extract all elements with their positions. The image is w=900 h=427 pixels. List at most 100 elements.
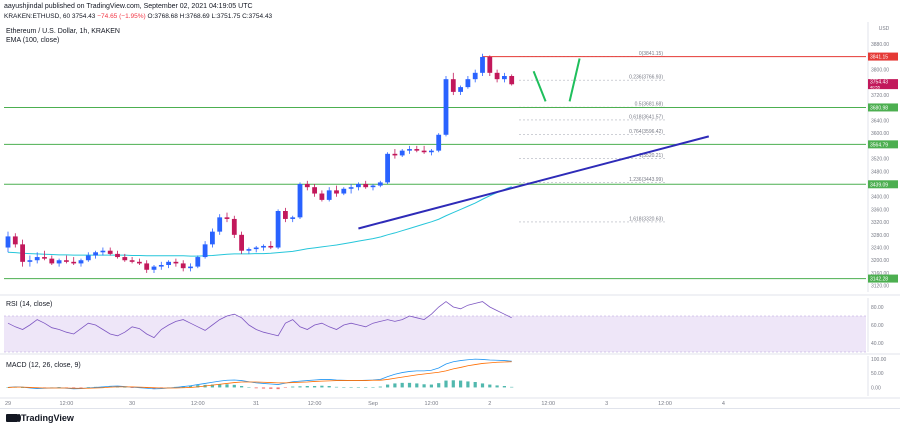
time-tick-label: 2 bbox=[488, 401, 491, 407]
macd-histogram-bar bbox=[188, 385, 193, 388]
candle-body bbox=[144, 263, 150, 270]
candle-body bbox=[85, 255, 91, 261]
candle-body bbox=[239, 234, 244, 251]
rsi-band bbox=[4, 316, 866, 352]
candle-body bbox=[326, 190, 332, 200]
level-price-label: 3564.79 bbox=[870, 142, 888, 148]
macd-line bbox=[7, 358, 512, 390]
macd-histogram-bar bbox=[400, 382, 404, 388]
price-pane: 3880.00 3800.00 3720.00 3640.00 3600.00 3520.… bbox=[0, 22, 900, 296]
level-price-label: 3142.28 bbox=[870, 277, 888, 283]
price-tick-label: 3160.00 bbox=[871, 271, 889, 277]
candle-body bbox=[348, 187, 354, 189]
price-tick-label: 3480.00 bbox=[871, 169, 889, 175]
macd-histogram-bar bbox=[320, 385, 324, 388]
candle-body bbox=[472, 72, 478, 80]
chart-title: Ethereum / U.S. Dollar, 1h, KRAKEN bbox=[6, 28, 120, 35]
price-tick-label: 3280.00 bbox=[871, 233, 889, 239]
price-tick-label: 3400.00 bbox=[871, 195, 889, 201]
candle-body bbox=[100, 250, 106, 253]
candle-body bbox=[253, 247, 259, 250]
time-tick-label: 30 bbox=[129, 401, 135, 407]
candle-body bbox=[407, 149, 412, 151]
time-tick-label: 12:00 bbox=[60, 401, 74, 407]
macd-histogram-bar bbox=[232, 384, 236, 388]
candle-body bbox=[122, 257, 128, 261]
candle-body bbox=[268, 245, 274, 248]
time-tick-label: Sep bbox=[368, 401, 378, 407]
candle-body bbox=[56, 260, 62, 264]
macd-histogram-bar bbox=[291, 386, 295, 388]
price-value: 3754.43 bbox=[71, 13, 96, 20]
candle-body bbox=[297, 184, 303, 218]
macd-histogram-bar bbox=[196, 385, 200, 388]
candle-body bbox=[5, 236, 11, 248]
macd-histogram-bar bbox=[218, 384, 222, 388]
level-price-tag bbox=[868, 103, 898, 112]
candle-body bbox=[217, 217, 223, 232]
candle-body bbox=[370, 185, 376, 188]
candle-body bbox=[363, 184, 369, 188]
macd-histogram-bar bbox=[298, 386, 302, 388]
macd-histogram-bar bbox=[378, 386, 382, 388]
macd-histogram-bar bbox=[130, 387, 134, 388]
forecast-down-stroke bbox=[532, 70, 547, 102]
macd-histogram-bar bbox=[488, 384, 492, 388]
candle-body bbox=[312, 187, 317, 194]
macd-histogram-bar bbox=[240, 386, 244, 388]
macd-histogram-bar bbox=[254, 387, 258, 389]
macd-histogram-bar bbox=[349, 387, 353, 388]
candle-body bbox=[129, 260, 135, 262]
candle-body bbox=[27, 260, 33, 262]
brand-label: TradingView bbox=[21, 413, 74, 423]
time-tick-label: 3 bbox=[605, 401, 608, 407]
macd-histogram-bar bbox=[451, 380, 455, 388]
macd-histogram-bar bbox=[502, 386, 506, 388]
macd-histogram-bar bbox=[444, 380, 448, 388]
macd-histogram-bar bbox=[6, 387, 10, 388]
candle-body bbox=[180, 263, 186, 269]
candle-body bbox=[20, 244, 25, 262]
macd-histogram-bar bbox=[407, 382, 412, 388]
candle-body bbox=[377, 182, 383, 186]
macd-histogram-bar bbox=[327, 386, 331, 388]
candle-body bbox=[49, 258, 55, 264]
tradingview-logo[interactable]: TradingView bbox=[6, 413, 74, 423]
candle-body bbox=[450, 79, 456, 92]
ema-line bbox=[7, 186, 512, 257]
candle-body bbox=[246, 249, 252, 251]
macd-histogram-bar bbox=[261, 387, 266, 389]
level-price-tag bbox=[868, 52, 898, 61]
ema-label: EMA (100, close) bbox=[6, 37, 59, 44]
level-price-tag bbox=[868, 274, 898, 283]
time-tick-label: 29 bbox=[5, 401, 11, 407]
currency-label: USD bbox=[879, 26, 890, 32]
time-tick-label: 12:00 bbox=[658, 401, 672, 407]
header-bar: aayushjindal published on TradingView.co… bbox=[0, 0, 900, 26]
price-tick-label: 3120.00 bbox=[871, 284, 889, 290]
candle-body bbox=[64, 260, 69, 262]
candle-body bbox=[356, 184, 361, 188]
rsi-tick-label: 40.00 bbox=[871, 341, 884, 347]
macd-histogram-bar bbox=[79, 387, 83, 388]
macd-histogram-bar bbox=[429, 384, 433, 388]
candle-body bbox=[458, 87, 463, 92]
candle-body bbox=[319, 193, 325, 200]
chart-canvas[interactable]: 3880.00 3800.00 3720.00 3640.00 3600.00 3520.… bbox=[0, 0, 900, 408]
candle-body bbox=[443, 79, 449, 135]
candle-body bbox=[158, 265, 164, 267]
macd-histogram-bar bbox=[422, 384, 426, 388]
candle-body bbox=[494, 72, 500, 80]
price-tick-label: 3800.00 bbox=[871, 68, 889, 74]
macd-histogram-bar bbox=[334, 386, 339, 388]
time-tick-label: 12:00 bbox=[191, 401, 205, 407]
macd-histogram-bar bbox=[21, 387, 25, 388]
price-tick-label: 3640.00 bbox=[871, 118, 889, 124]
fib-level-label: 0.5(3681.68) bbox=[635, 102, 664, 108]
fib-level-label: 1.618(3320.63) bbox=[629, 216, 663, 222]
symbol-label: KRAKEN:ETHUSD, 60 bbox=[4, 13, 71, 20]
rsi-pane: 80.00 60.00 40.00 bbox=[0, 298, 900, 355]
candle-body bbox=[414, 149, 420, 151]
macd-histogram-bar bbox=[283, 387, 287, 388]
time-tick-label: 12:00 bbox=[541, 401, 555, 407]
